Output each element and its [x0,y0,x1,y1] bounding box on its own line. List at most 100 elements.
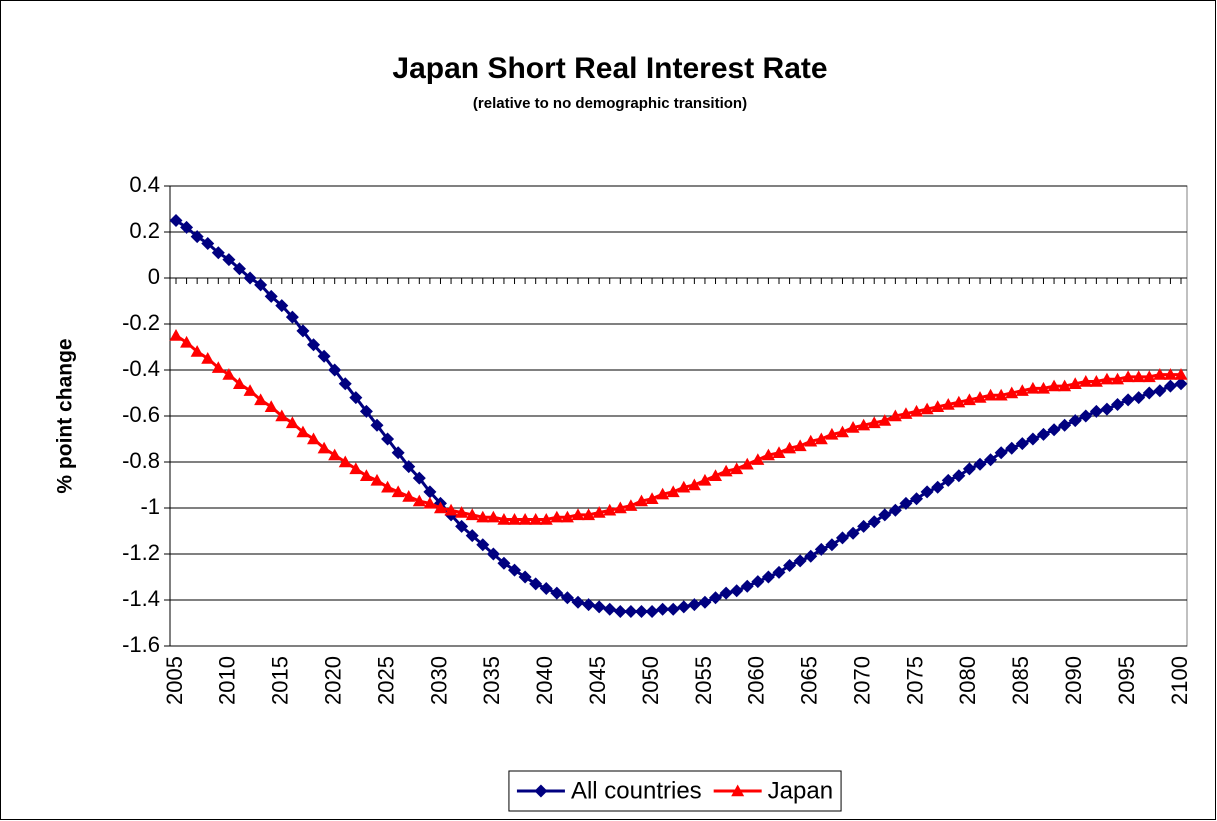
marker-triangle [804,434,818,447]
marker-diamond [1089,404,1103,418]
marker-diamond [582,598,596,612]
marker-triangle [634,494,648,507]
marker-diamond [719,586,733,600]
marker-triangle [1153,368,1167,380]
marker-diamond [867,515,881,529]
marker-triangle [550,510,564,523]
y-tick-label: -1.2 [122,540,160,565]
marker-diamond [613,605,627,618]
marker-diamond [677,600,691,614]
marker-triangle [444,503,458,516]
marker-triangle [698,473,712,486]
marker-diamond [571,595,585,609]
marker-triangle [529,513,543,525]
marker-triangle [835,425,849,438]
marker-triangle [613,501,627,514]
marker-diamond [264,289,278,303]
marker-diamond [793,554,807,568]
marker-triangle [264,400,278,412]
marker-diamond [804,549,818,563]
marker-diamond [296,324,310,338]
marker-diamond [835,531,849,545]
x-tick-label: 2015 [268,656,293,705]
x-tick-label: 2080 [955,656,980,705]
marker-diamond [783,559,797,572]
legend: All countries Japan [508,770,842,812]
marker-triangle [243,384,257,396]
x-tick-label: 2010 [215,656,240,705]
x-tick-label: 2055 [691,656,716,705]
marker-triangle [592,506,606,518]
marker-triangle [232,377,246,389]
marker-triangle [899,407,913,419]
marker-diamond [338,377,352,391]
marker-diamond [243,271,257,285]
marker-triangle [730,462,744,475]
marker-triangle [201,352,215,364]
marker-triangle [508,513,522,525]
marker-diamond [423,485,437,499]
marker-diamond [984,453,998,467]
marker-diamond [1058,418,1072,432]
marker-diamond [888,503,902,517]
marker-triangle [338,455,352,468]
marker-diamond [1047,423,1061,437]
marker-diamond [349,391,363,405]
marker-diamond [1132,391,1146,405]
marker-diamond [814,542,828,556]
marker-triangle [1058,379,1072,392]
marker-diamond [1142,386,1156,400]
marker-diamond [645,605,659,618]
marker-diamond [709,591,723,605]
x-tick-label: 2005 [162,656,187,705]
x-tick-label: 2070 [849,656,874,705]
marker-triangle [857,418,871,431]
marker-triangle [190,345,204,357]
marker-triangle [793,439,807,452]
marker-diamond [232,262,246,276]
marker-triangle [254,393,268,406]
marker-diamond [994,446,1008,460]
marker-diamond [455,519,469,533]
marker-diamond [402,460,416,474]
marker-diamond [370,418,384,432]
marker-triangle [751,453,765,465]
marker-triangle [910,404,924,417]
marker-triangle [423,496,437,509]
marker-diamond [486,547,500,561]
y-tick-label: -1.6 [122,632,160,657]
marker-triangle [878,414,892,426]
marker-triangle [359,469,373,481]
marker-diamond [772,565,786,579]
x-tick-label: 2060 [744,656,769,705]
marker-diamond [476,538,490,552]
marker-triangle [666,485,680,498]
marker-triangle [391,485,405,498]
marker-triangle [211,361,225,373]
marker-triangle [1142,370,1156,383]
marker-triangle [1079,375,1093,387]
marker-triangle [677,480,691,493]
marker-triangle [582,508,596,521]
marker-diamond [740,579,754,593]
marker-diamond [317,349,331,363]
marker-diamond [328,363,342,377]
marker-triangle [603,503,617,516]
marker-diamond [878,508,892,522]
marker-diamond [518,570,532,584]
marker-triangle [1111,372,1125,385]
marker-triangle [931,400,945,412]
marker-triangle [941,398,955,410]
marker-triangle [656,487,670,500]
marker-diamond [687,598,701,612]
marker-triangle [973,391,987,403]
y-tick-label: 0 [148,264,160,289]
x-tick-label: 2090 [1061,656,1086,705]
marker-triangle [814,432,828,445]
marker-diamond [1026,432,1040,446]
marker-triangle [761,448,775,461]
marker-diamond [846,526,860,540]
marker-diamond [1121,393,1135,407]
legend-label: Japan [768,777,833,804]
marker-diamond [534,784,548,798]
